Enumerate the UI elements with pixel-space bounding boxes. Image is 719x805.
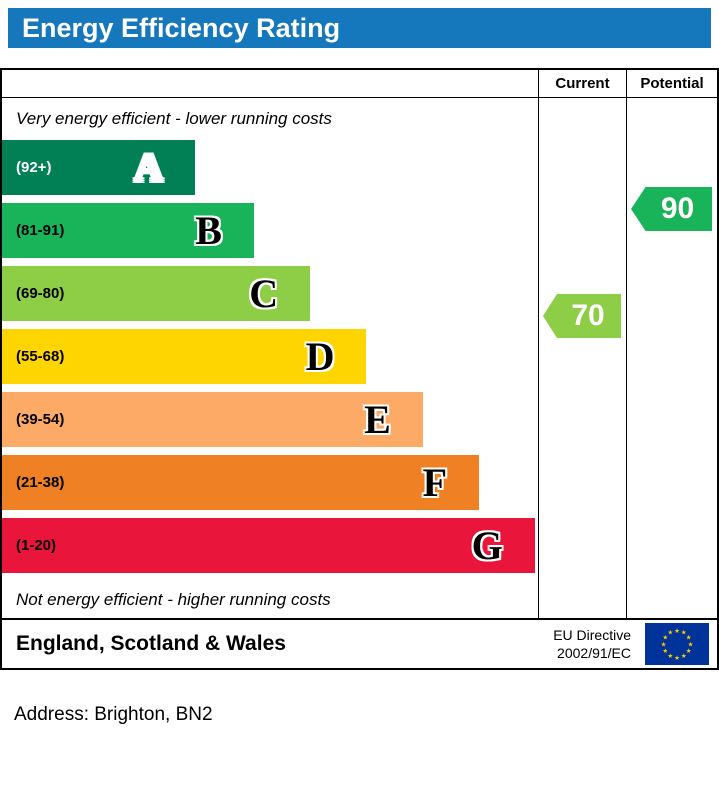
band-f-letter: F: [422, 460, 448, 505]
band-a: (92+) A: [2, 140, 195, 195]
epc-page: Energy Efficiency Rating Current Potenti…: [0, 8, 719, 726]
column-header-current: Current: [538, 70, 626, 97]
current-rating-value: 70: [571, 299, 605, 332]
band-c-range: (69-80): [16, 285, 65, 302]
title-bar: Energy Efficiency Rating: [8, 8, 711, 48]
chart-header-row: Current Potential: [2, 70, 717, 98]
band-e-letter: E: [364, 397, 391, 442]
current-column: 70: [538, 98, 626, 618]
potential-rating-tag: 90: [631, 187, 712, 231]
eu-directive-line2: 2002/91/EC: [557, 645, 631, 661]
svg-text:★: ★: [686, 634, 692, 642]
band-b: (81-91) B: [2, 203, 254, 258]
band-a-range: (92+): [16, 159, 52, 176]
svg-text:★: ★: [661, 640, 667, 648]
svg-text:★: ★: [681, 652, 687, 660]
chart-footer: England, Scotland & Wales EU Directive 2…: [2, 618, 717, 668]
column-header-potential: Potential: [626, 70, 717, 97]
chart-body: Very energy efficient - lower running co…: [2, 98, 717, 618]
band-g: (1-20) G: [2, 518, 535, 573]
header-spacer: [2, 70, 538, 97]
eu-directive-line1: EU Directive: [553, 626, 631, 643]
svg-text:★: ★: [674, 654, 680, 662]
band-a-letter: A: [134, 145, 163, 190]
band-d-letter: D: [305, 334, 335, 379]
svg-text:★: ★: [688, 640, 694, 648]
eu-flag-icon: ★ ★ ★ ★ ★ ★ ★ ★ ★ ★ ★ ★: [645, 623, 709, 665]
address-line: Address: Brighton, BN2: [14, 704, 213, 725]
svg-text:★: ★: [681, 629, 687, 637]
svg-text:★: ★: [667, 629, 673, 637]
eu-directive-text: EU Directive 2002/91/EC: [553, 626, 631, 662]
region-label: England, Scotland & Wales: [16, 632, 286, 655]
svg-text:★: ★: [667, 652, 673, 660]
band-area: Very energy efficient - lower running co…: [2, 98, 538, 618]
band-f-range: (21-38): [16, 474, 65, 491]
page-title: Energy Efficiency Rating: [22, 12, 341, 43]
potential-rating-value: 90: [660, 192, 695, 225]
band-g-range: (1-20): [16, 537, 57, 554]
svg-text:★: ★: [662, 634, 668, 642]
eu-directive-block: EU Directive 2002/91/EC ★ ★ ★ ★ ★ ★ ★ ★ …: [553, 623, 709, 665]
top-caption: Very energy efficient - lower running co…: [16, 109, 332, 128]
band-e: (39-54) E: [2, 392, 423, 447]
band-f: (21-38) F: [2, 455, 480, 510]
band-b-letter: B: [195, 208, 222, 253]
band-g-letter: G: [471, 523, 503, 568]
band-c: (69-80) C: [2, 266, 311, 321]
band-c-letter: C: [249, 271, 279, 316]
current-rating-tag: 70: [543, 294, 621, 338]
svg-text:★: ★: [662, 647, 668, 655]
band-b-range: (81-91): [16, 222, 65, 239]
band-e-range: (39-54): [16, 411, 65, 428]
band-d-range: (55-68): [16, 348, 65, 365]
energy-efficiency-chart: Current Potential Very energy efficient …: [0, 68, 719, 670]
bottom-caption: Not energy efficient - higher running co…: [16, 589, 331, 609]
potential-column: 90: [626, 98, 717, 618]
band-d: (55-68) D: [2, 329, 367, 384]
svg-text:★: ★: [686, 647, 692, 655]
svg-text:★: ★: [674, 627, 680, 635]
